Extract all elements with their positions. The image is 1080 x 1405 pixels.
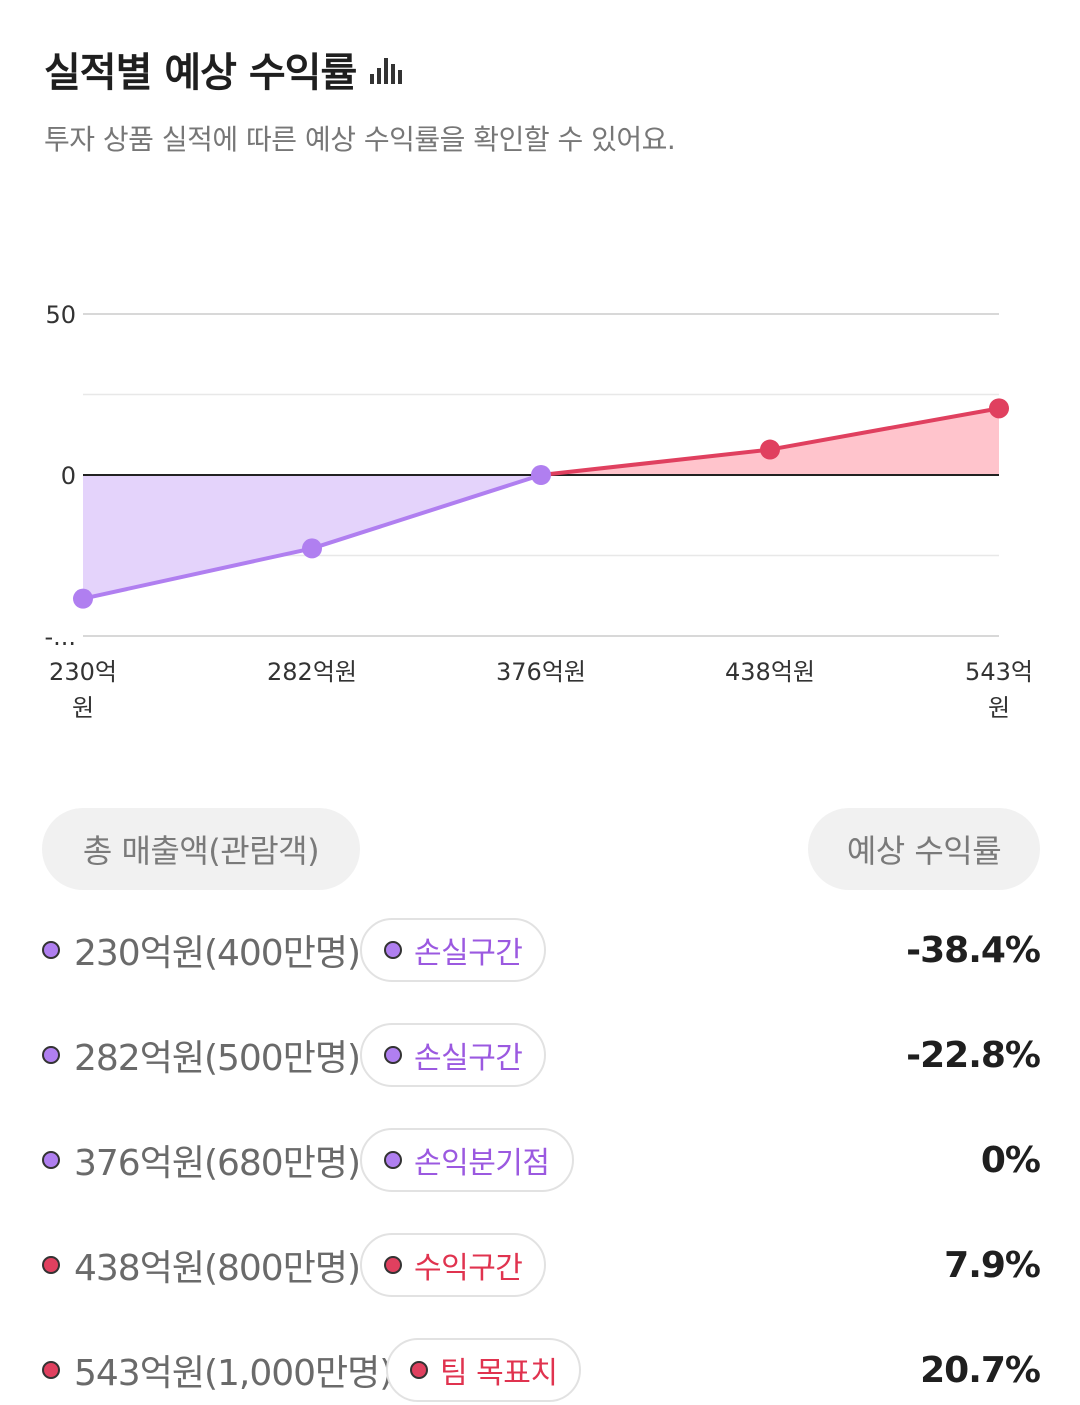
zone-badge: 손실구간 <box>360 918 547 982</box>
return-value: 20.7% <box>920 1349 1041 1391</box>
row-label: 438억원(800만명) <box>74 1248 361 1289</box>
badge-dot-icon <box>384 1046 402 1064</box>
badge-dot-icon <box>384 1256 402 1274</box>
data-point <box>73 588 93 609</box>
x-tick-label: 282억원 <box>267 658 357 686</box>
y-tick-label: -... <box>44 623 76 651</box>
return-value: 0% <box>980 1139 1041 1181</box>
table-row: 543억원(1,000만명) 팀 목표치 20.7% <box>0 1335 1080 1405</box>
row-label: 230억원(400만명) <box>74 933 361 974</box>
badge-dot-icon <box>410 1361 428 1379</box>
row-label: 543억원(1,000만명) <box>74 1353 393 1394</box>
return-value: 7.9% <box>944 1244 1041 1286</box>
bar-chart-icon <box>370 54 406 84</box>
badge-label: 손익분기점 <box>414 1146 550 1181</box>
x-tick-label: 230억 원 <box>49 658 117 722</box>
title-row: 실적별 예상 수익률 <box>44 40 406 98</box>
badge-label: 수익구간 <box>414 1251 523 1286</box>
badge-dot-icon <box>384 941 402 959</box>
return-chart: 50 0 -... 230억 원 282억원 376억원 438억원 543억 원 <box>44 301 1033 722</box>
row-label: 282억원(500만명) <box>74 1038 361 1079</box>
row-label: 376억원(680만명) <box>74 1143 361 1184</box>
zone-badge: 팀 목표치 <box>386 1338 582 1402</box>
table-row: 282억원(500만명) 손실구간 -22.8% <box>0 1020 1080 1090</box>
zone-badge: 수익구간 <box>360 1233 547 1297</box>
x-tick-label: 438억원 <box>725 658 815 686</box>
x-tick-label: 376억원 <box>496 658 586 686</box>
table-row: 230억원(400만명) 손실구간 -38.4% <box>0 915 1080 985</box>
row-dot-icon <box>42 1361 60 1379</box>
loss-area <box>83 475 541 599</box>
page-title: 실적별 예상 수익률 <box>44 50 357 96</box>
row-dot-icon <box>42 1256 60 1274</box>
return-value: -38.4% <box>906 929 1041 971</box>
y-tick-label: 50 <box>45 301 76 329</box>
badge-label: 팀 목표치 <box>440 1356 558 1391</box>
x-tick-label: 543억 원 <box>965 658 1033 722</box>
y-tick-label: 0 <box>61 462 76 490</box>
badge-label: 손실구간 <box>414 936 523 971</box>
data-point <box>302 538 322 559</box>
page-subtitle: 투자 상품 실적에 따른 예상 수익률을 확인할 수 있어요. <box>44 123 676 156</box>
row-dot-icon <box>42 941 60 959</box>
badge-dot-icon <box>384 1151 402 1169</box>
row-dot-icon <box>42 1151 60 1169</box>
zone-badge: 손실구간 <box>360 1023 547 1087</box>
profit-area <box>541 408 999 475</box>
data-point <box>760 439 780 460</box>
return-column-header: 예상 수익률 <box>808 808 1040 890</box>
table-row: 438억원(800만명) 수익구간 7.9% <box>0 1230 1080 1300</box>
sales-column-header: 총 매출액(관람객) <box>42 808 360 890</box>
table-row: 376억원(680만명) 손익분기점 0% <box>0 1125 1080 1195</box>
return-value: -22.8% <box>906 1034 1041 1076</box>
row-dot-icon <box>42 1046 60 1064</box>
data-point <box>989 398 1009 419</box>
data-point <box>531 465 551 485</box>
badge-label: 손실구간 <box>414 1041 523 1076</box>
zone-badge: 손익분기점 <box>360 1128 574 1192</box>
